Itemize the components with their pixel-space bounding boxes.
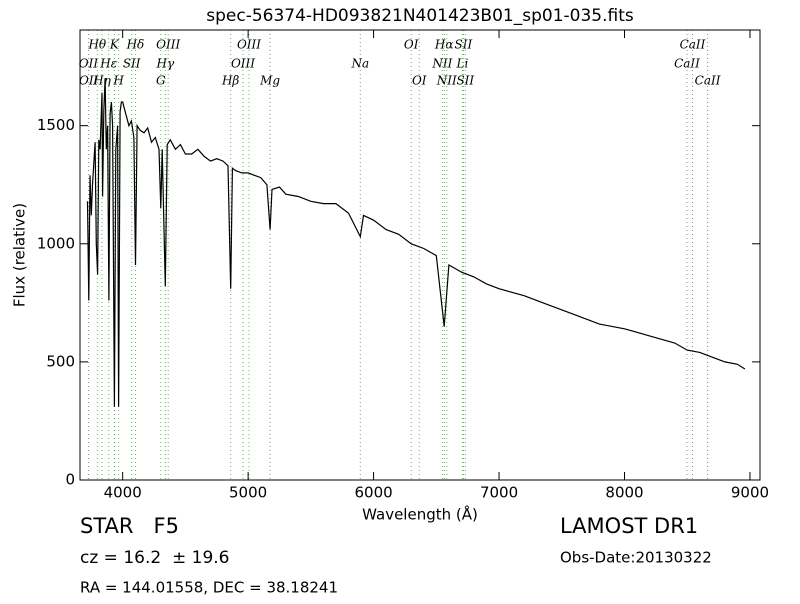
spectral-line-label: G: [156, 74, 166, 88]
spectral-line-label: OII: [79, 74, 99, 88]
spectral-line-label: Hγ: [155, 57, 174, 71]
obs-date: Obs-Date:20130322: [560, 549, 712, 567]
spectral-line-label: Mg: [259, 74, 280, 88]
redshift: cz = 16.2 ± 19.6: [80, 548, 229, 568]
spectral-line-label: OIII: [237, 38, 261, 52]
coordinates: RA = 144.01558, DEC = 38.18241: [80, 579, 338, 597]
spectral-line-label: SII: [456, 74, 474, 88]
spectral-line-label: OI: [412, 74, 427, 88]
spectral-line-label: Hε: [99, 57, 117, 71]
x-tick-label: 4000: [104, 484, 142, 502]
spectral-line-label: Hη: [92, 74, 111, 88]
spectral-line-label: Hα: [434, 38, 454, 52]
release: LAMOST DR1: [560, 514, 698, 538]
spectral-line-label: Li: [455, 57, 468, 71]
chart-title: spec-56374-HD093821N401423B01_sp01-035.f…: [206, 6, 634, 26]
y-tick-label: 1000: [37, 234, 75, 252]
x-axis-label: Wavelength (Å): [362, 505, 478, 524]
y-tick-label: 0: [65, 471, 75, 489]
spectral-line-label: Na: [350, 57, 369, 71]
spectral-line-label: SII: [123, 57, 141, 71]
y-tick-label: 500: [46, 352, 75, 370]
spectral-line-label: NII: [431, 57, 452, 71]
x-tick-label: 6000: [354, 484, 392, 502]
spectral-line-label: Hθ: [87, 38, 106, 52]
spectral-line-label: OIII: [156, 38, 180, 52]
plot-frame: [79, 29, 761, 481]
spectral-line-label: OI: [404, 38, 419, 52]
x-tick-label: 8000: [605, 484, 643, 502]
spectral-line-label: CaII: [674, 57, 700, 71]
spectral-line-label: NII: [436, 74, 457, 88]
y-tick-label: 1500: [37, 116, 75, 134]
spectral-line-label: CaII: [680, 38, 706, 52]
spectral-line-label: OII: [79, 57, 99, 71]
spectral-line-label: OIII: [231, 57, 255, 71]
spectral-line-label: K: [109, 38, 120, 52]
y-axis-label: Flux (relative): [11, 203, 29, 307]
spectral-line-label: Hδ: [126, 38, 145, 52]
object-class: STAR F5: [80, 514, 179, 538]
x-tick-label: 5000: [229, 484, 267, 502]
spectral-line-label: SII: [455, 38, 473, 52]
x-tick-label: 7000: [480, 484, 518, 502]
spectrum-line: [86, 78, 746, 407]
spectral-line-label: Hβ: [221, 74, 239, 88]
spectral-line-label: H: [112, 74, 124, 88]
x-tick-label: 9000: [731, 484, 769, 502]
spectral-line-label: CaII: [695, 74, 721, 88]
